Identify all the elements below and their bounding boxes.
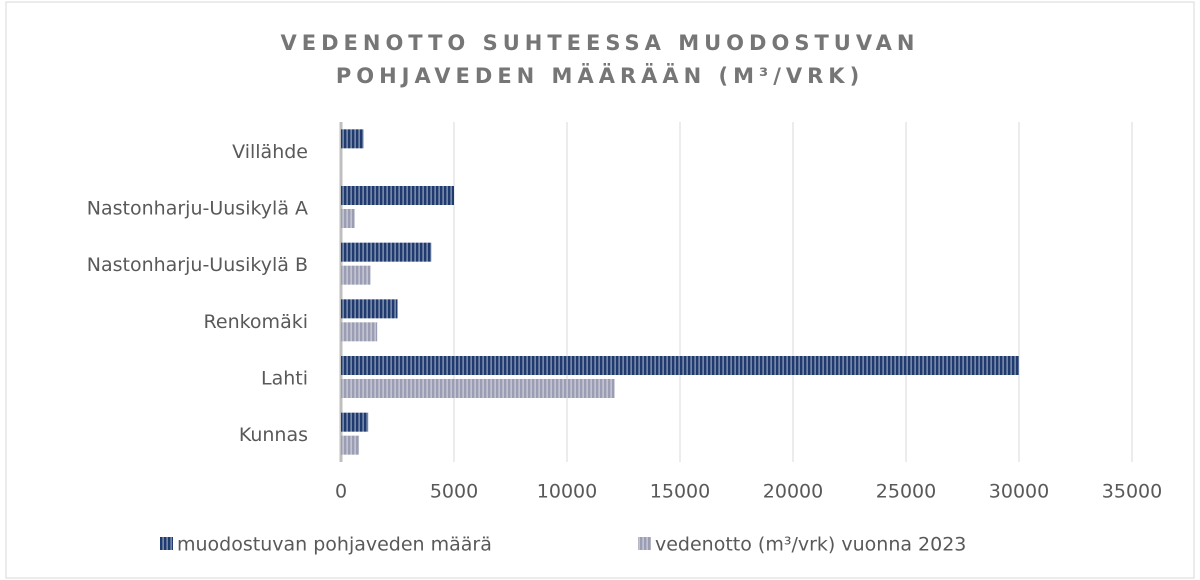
x-tick-label: 20000 (763, 481, 823, 503)
bar (341, 242, 432, 262)
legend-label: muodostuvan pohjaveden määrä (177, 534, 492, 556)
x-tick-label: 35000 (1102, 481, 1162, 503)
bar (341, 209, 355, 228)
x-tick-label: 0 (335, 481, 347, 503)
y-tick-label: Kunnas (239, 424, 308, 446)
bar (341, 265, 371, 285)
chart-title: VEDENOTTO SUHTEESSA MUODOSTUVAN (281, 31, 920, 55)
x-tick-label: 5000 (430, 481, 478, 503)
bar (341, 186, 454, 205)
bar (341, 435, 360, 455)
legend-swatch (638, 537, 651, 550)
bar (341, 379, 615, 398)
x-tick-label: 30000 (989, 481, 1049, 503)
y-tick-label: Nastonharju-Uusikylä B (87, 254, 308, 276)
bar (341, 356, 1019, 375)
x-tick-label: 15000 (650, 481, 710, 503)
bar (341, 322, 378, 342)
y-tick-label: Villähde (232, 141, 308, 163)
legend-swatch (160, 537, 173, 550)
y-tick-label: Lahti (261, 368, 308, 390)
y-tick-label: Renkomäki (204, 311, 308, 333)
chart-border (5, 1, 1195, 579)
legend-label: vedenotto (m³/vrk) vuonna 2023 (655, 534, 966, 556)
bar (341, 129, 364, 149)
bar (341, 412, 369, 432)
y-tick-label: Nastonharju-Uusikylä A (87, 198, 308, 220)
x-tick-label: 10000 (537, 481, 597, 503)
x-tick-label: 25000 (876, 481, 936, 503)
chart-title: POHJAVEDEN MÄÄRÄÄN (M³/VRK) (336, 63, 864, 88)
bar (341, 299, 398, 319)
